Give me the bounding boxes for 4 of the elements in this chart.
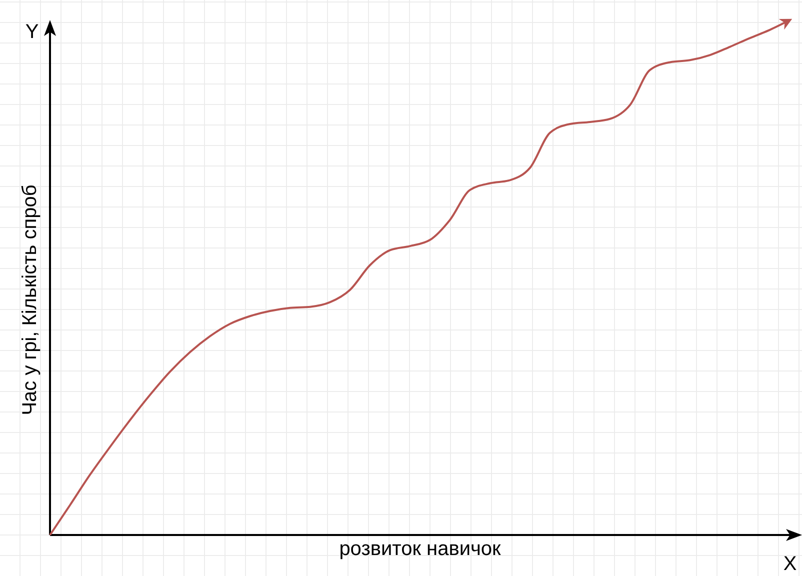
- text: Y: [25, 21, 39, 43]
- x-axis-title: розвиток навичок: [339, 538, 502, 560]
- y-axis-title: Час у грі, Кількість спроб: [19, 184, 41, 416]
- text: X: [783, 553, 797, 575]
